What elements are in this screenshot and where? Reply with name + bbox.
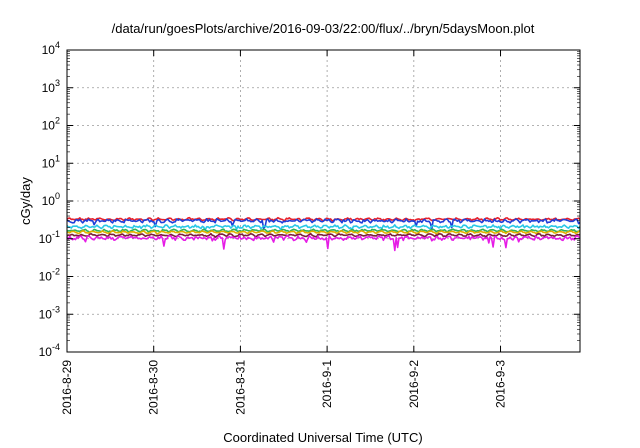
y-tick-label: 100 [42, 191, 60, 208]
y-tick-label: 10-2 [39, 267, 60, 284]
x-tick-label: 2016-9-3 [494, 360, 508, 408]
y-tick-label: 104 [42, 40, 60, 57]
series-line [66, 218, 581, 230]
y-axis-label: cGy/day [18, 177, 33, 225]
x-tick-label: 2016-9-1 [320, 360, 334, 408]
series-line [66, 230, 581, 235]
y-tick-label: 10-4 [39, 342, 60, 359]
x-tick-label: 2016-8-30 [147, 360, 161, 415]
x-tick-label: 2016-8-31 [233, 360, 247, 415]
x-axis-ticks: 2016-8-29 2016-8-30 2016-8-31 2016-9-1 2016-… [60, 50, 508, 415]
series-line [66, 235, 581, 252]
x-tick-label: 2016-8-29 [60, 360, 74, 415]
data-series [66, 216, 581, 252]
y-tick-label: 10-1 [39, 229, 60, 246]
y-tick-label: 103 [42, 78, 60, 95]
y-tick-label: 10-3 [39, 304, 60, 321]
grid [67, 50, 580, 352]
chart-title: /data/run/goesPlots/archive/2016-09-03/2… [112, 21, 535, 36]
x-tick-label: 2016-9-2 [407, 360, 421, 408]
y-tick-label: 102 [42, 116, 60, 133]
y-axis-ticks: 10-4 10-3 10-2 10-1 100 101 102 103 104 [39, 40, 580, 359]
y-tick-label: 101 [42, 153, 60, 170]
series-line [66, 232, 580, 238]
x-axis-label: Coordinated Universal Time (UTC) [223, 430, 422, 445]
series-line [66, 224, 581, 231]
